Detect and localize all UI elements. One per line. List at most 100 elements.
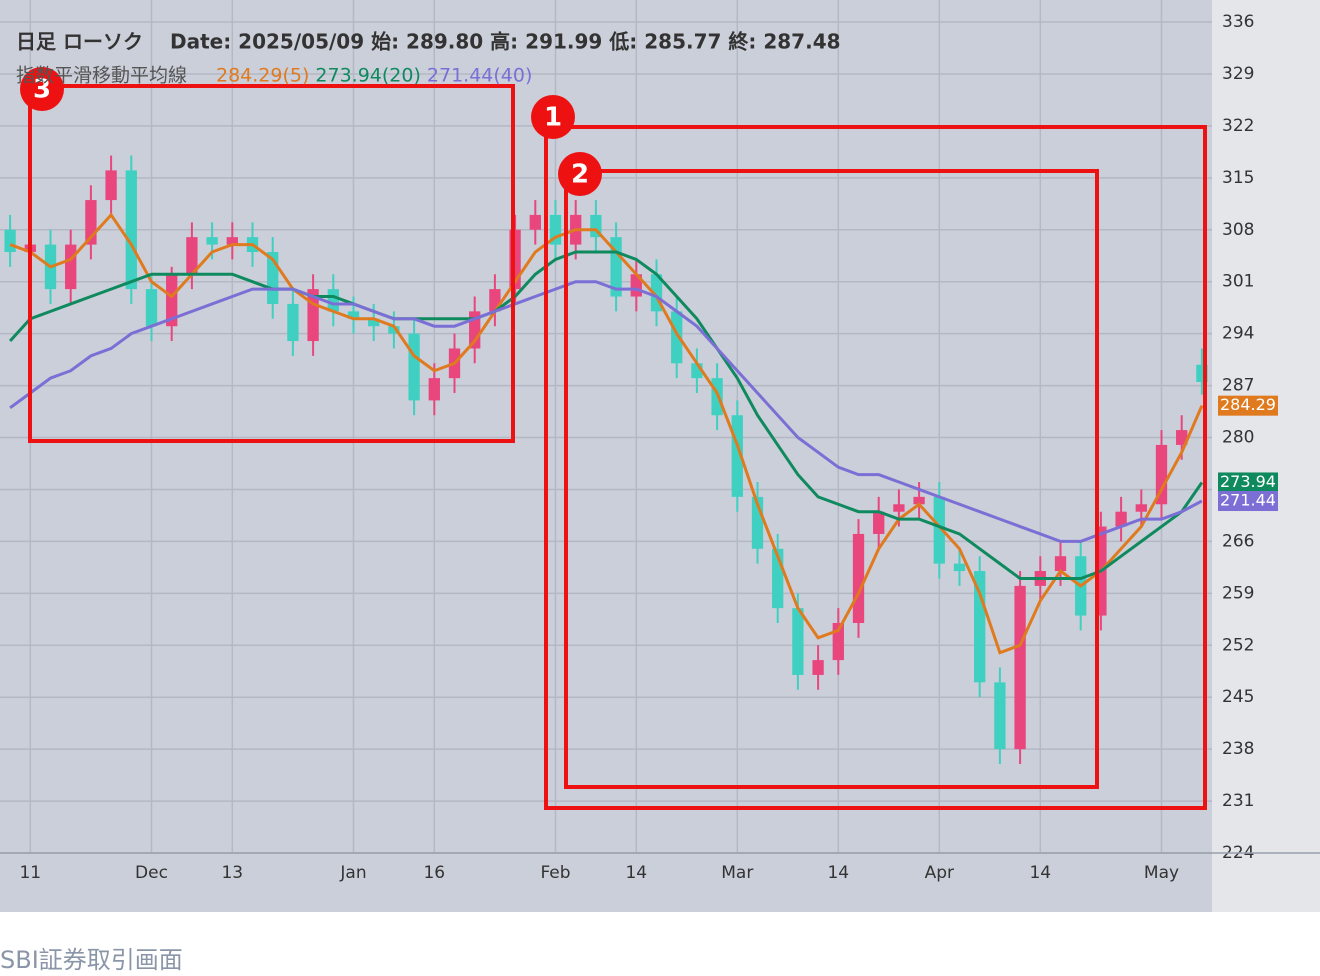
candle-body <box>105 170 117 201</box>
y-tick-label: 245 <box>1222 687 1254 707</box>
candle-body <box>812 660 824 675</box>
candle-body <box>933 496 945 564</box>
legend-entry: 273.94(20) <box>315 65 420 87</box>
candle-body <box>408 333 420 401</box>
x-tick-label: May <box>1144 863 1179 883</box>
last-value-badge <box>1218 395 1278 416</box>
last-value-label: 271.44 <box>1220 491 1276 510</box>
candle-body <box>509 229 521 290</box>
candle-body <box>388 326 400 334</box>
y-tick-label: 231 <box>1222 791 1254 811</box>
chart: 2242312382452522592662732802872943013083… <box>0 0 1320 912</box>
candle-body <box>1014 585 1026 750</box>
x-tick-label: Mar <box>721 863 753 883</box>
candle-body <box>307 289 319 342</box>
x-tick-label: 14 <box>1029 863 1051 883</box>
candle-body <box>4 229 16 253</box>
annotation-badge <box>558 152 602 196</box>
ma-line <box>9 212 1204 655</box>
candle-body <box>267 252 279 304</box>
chart-subtitle: Date: 2025/05/09 始: 289.80 高: 291.99 低: … <box>170 30 841 54</box>
candle-body <box>671 311 683 364</box>
candle-body <box>226 237 238 245</box>
candle-body <box>549 214 562 245</box>
candle-body <box>731 415 743 497</box>
candle-body <box>529 214 541 230</box>
candle-body <box>772 548 784 609</box>
y-tick-label: 301 <box>1222 272 1254 292</box>
last-value-badge <box>1218 472 1278 493</box>
candle-body <box>1176 430 1188 445</box>
candle-body <box>85 200 97 245</box>
y-tick-label: 238 <box>1222 739 1254 759</box>
last-value-label: 284.29 <box>1220 395 1276 414</box>
candle-body <box>186 237 198 275</box>
x-tick-label: Dec <box>135 863 168 883</box>
y-tick-label: 336 <box>1222 12 1254 32</box>
last-value-badge <box>1218 491 1278 512</box>
candle-body <box>1155 444 1168 505</box>
candle-body <box>691 363 703 379</box>
chart-background <box>0 0 1320 912</box>
y-tick-label: 259 <box>1222 583 1254 603</box>
y-tick-label: 266 <box>1222 531 1254 551</box>
candle-body <box>994 682 1006 750</box>
candle-body <box>953 563 966 572</box>
y-tick-label: 329 <box>1222 64 1254 84</box>
candle-body <box>893 504 905 512</box>
candle-body <box>368 318 380 327</box>
x-tick-label: 14 <box>827 863 849 883</box>
axis-background <box>1212 0 1320 912</box>
x-tick-label: Feb <box>540 863 570 883</box>
annotation-label: 1 <box>544 103 562 133</box>
annotation-label: 2 <box>571 160 589 190</box>
x-tick-label: Apr <box>925 863 954 883</box>
annotation-label: 3 <box>33 75 51 105</box>
candle-body <box>287 303 299 342</box>
marks <box>4 155 1208 764</box>
candle-body <box>650 274 663 312</box>
candle-body <box>913 496 925 505</box>
y-tick-label: 294 <box>1222 324 1254 344</box>
y-tick-label: 280 <box>1222 428 1254 448</box>
y-tick-label: 322 <box>1222 116 1254 136</box>
candle-body <box>489 289 501 312</box>
candle-body <box>1135 504 1147 512</box>
x-tick-label: 11 <box>19 863 41 883</box>
y-tick-label: 252 <box>1222 635 1254 655</box>
legend-entry: 284.29(5) <box>216 65 309 87</box>
x-tick-label: 16 <box>423 863 445 883</box>
y-tick-label: 315 <box>1222 168 1254 188</box>
candle-body <box>1054 556 1067 572</box>
annotation-badge <box>531 95 575 139</box>
candle-body <box>347 311 360 319</box>
candle-body <box>166 274 178 327</box>
candle-body <box>1196 364 1208 383</box>
candle-body <box>206 237 218 245</box>
x-tick-label: 14 <box>625 863 647 883</box>
candle-body <box>852 533 865 623</box>
ma-line <box>8 250 1204 580</box>
candle-body <box>974 571 986 683</box>
candle-body <box>125 170 137 290</box>
candle-body <box>327 289 339 312</box>
caption: SBI証券取引画面 <box>0 946 183 974</box>
x-tick-label: Jan <box>339 863 366 883</box>
annotation-badge <box>20 67 64 111</box>
candle-body <box>751 496 764 549</box>
candle-body <box>630 274 642 297</box>
annotation-box <box>28 84 515 443</box>
candle-body <box>469 311 481 349</box>
candle-body <box>428 378 440 401</box>
candle-body <box>1115 511 1127 527</box>
candle-body <box>65 244 77 290</box>
candle-body <box>832 622 844 661</box>
legend-entry: 271.44(40) <box>427 65 532 87</box>
last-value-label: 273.94 <box>1220 472 1276 491</box>
candle-body <box>792 608 804 675</box>
chart-title: 日足 ローソク <box>16 30 143 54</box>
candle-body <box>590 214 602 238</box>
legend-title: 指数平滑移動平均線 <box>16 65 187 87</box>
